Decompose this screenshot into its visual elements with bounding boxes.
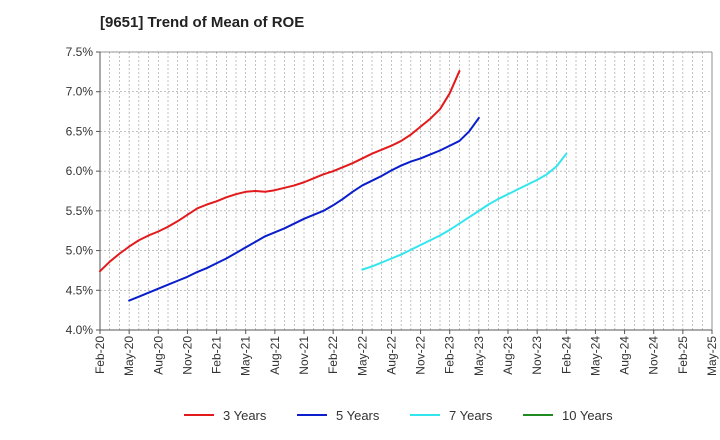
x-tick-label: Feb-23 [443, 336, 457, 374]
x-tick-label: Aug-22 [384, 336, 398, 375]
series-line-3-years [99, 70, 461, 273]
legend-label: 10 Years [562, 408, 613, 423]
x-tick-label: May-24 [588, 336, 602, 376]
x-tick-label: May-21 [239, 336, 253, 376]
legend: 3 Years 5 Years 7 Years 10 Years [184, 408, 613, 423]
y-tick-label: 5.0% [66, 244, 94, 258]
x-tick-label: Feb-25 [676, 336, 690, 374]
x-tick-label: May-25 [705, 336, 719, 376]
x-tick-label: Feb-20 [93, 336, 107, 374]
x-tick-label: Feb-24 [559, 336, 573, 374]
x-tick-label: Nov-23 [530, 336, 544, 375]
legend-label: 5 Years [336, 408, 380, 423]
x-tick-label: May-23 [472, 336, 486, 376]
legend-label: 7 Years [449, 408, 493, 423]
x-tick-label: Nov-22 [414, 336, 428, 375]
x-tick-label: Feb-22 [326, 336, 340, 374]
y-tick-label: 4.5% [66, 283, 94, 297]
y-tick-label: 6.5% [66, 124, 94, 138]
x-tick-labels: Feb-20 May-20 Aug-20 Nov-20 Feb-21 May-21 Aug-… [93, 330, 719, 376]
x-tick-label: Nov-20 [180, 336, 194, 375]
series-line-7-years [361, 152, 568, 271]
y-tick-label: 5.5% [66, 204, 94, 218]
x-tick-label: Aug-24 [618, 336, 632, 375]
x-tick-label: Aug-20 [151, 336, 165, 375]
x-tick-label: Nov-21 [297, 336, 311, 375]
y-tick-label: 4.0% [66, 323, 94, 337]
y-tick-labels: 4.0% 4.5% 5.0% 5.5% 6.0% 6.5% 7.0% 7.5% [66, 45, 100, 337]
x-tick-label: May-20 [122, 336, 136, 376]
x-tick-label: Nov-24 [647, 336, 661, 375]
y-tick-label: 7.5% [66, 45, 94, 59]
axes [99, 51, 713, 331]
x-tick-label: Aug-23 [501, 336, 515, 375]
y-tick-label: 7.0% [66, 85, 94, 99]
chart-title: [9651] Trend of Mean of ROE [100, 14, 305, 31]
plot-background [100, 52, 712, 330]
legend-label: 3 Years [223, 408, 267, 423]
series-line-5-years [128, 116, 480, 302]
x-tick-label: Feb-21 [210, 336, 224, 374]
x-tick-label: Aug-21 [268, 336, 282, 375]
y-tick-label: 6.0% [66, 164, 94, 178]
x-tick-label: May-22 [355, 336, 369, 376]
series-lines [99, 70, 568, 302]
